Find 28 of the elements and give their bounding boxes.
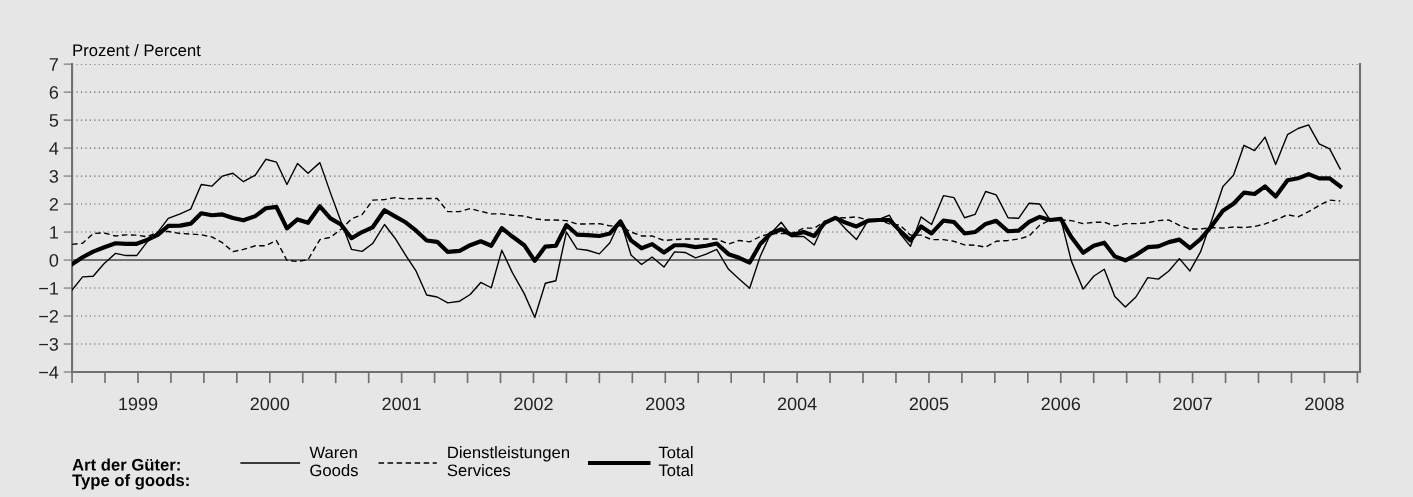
y-tick-label: −1 <box>39 282 58 295</box>
y-tick-label: 6 <box>49 86 59 99</box>
x-tick-label: 1999 <box>119 397 158 411</box>
legend-label: Dienstleistungen Services <box>447 446 569 477</box>
y-tick-label: 0 <box>49 253 59 267</box>
legend-label: Total Total <box>658 446 693 477</box>
y-tick-label: 7 <box>49 58 58 71</box>
y-tick-label: 3 <box>49 170 59 183</box>
legend-title: Art der Güter: Type of goods: <box>72 458 189 490</box>
y-tick-label: 2 <box>49 198 58 211</box>
x-tick-label: 2008 <box>1305 397 1344 411</box>
x-tick-label: 2000 <box>250 397 290 411</box>
x-tick-label: 2002 <box>514 397 553 411</box>
y-tick-label: −2 <box>39 309 58 323</box>
y-tick-label: −4 <box>39 366 59 379</box>
y-tick-label: 1 <box>50 226 58 239</box>
y-axis-title: Prozent / Percent <box>73 43 201 57</box>
legend-label: Waren Goods <box>309 446 358 477</box>
x-tick-label: 2003 <box>646 397 685 411</box>
y-tick-label: 4 <box>49 142 59 155</box>
line-series <box>72 124 1341 319</box>
x-tick-label: 2006 <box>1041 397 1081 411</box>
x-tick-label: 2001 <box>382 397 421 411</box>
x-tick-label: 2007 <box>1173 397 1212 411</box>
x-tick-label: 2005 <box>909 397 949 411</box>
y-tick-label: 5 <box>49 114 59 127</box>
y-tick-label: −3 <box>39 337 59 351</box>
x-tick-label: 2004 <box>777 397 817 411</box>
